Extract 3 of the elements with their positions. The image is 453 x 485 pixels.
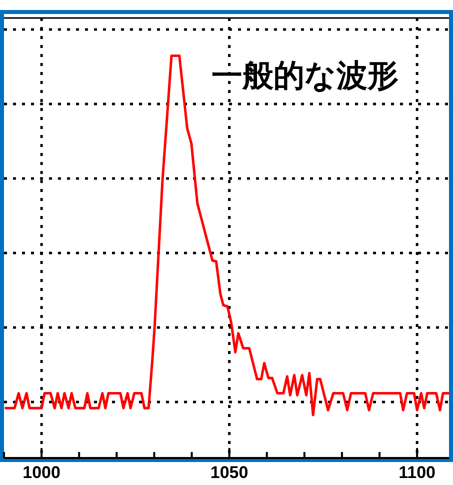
x-tick-label: 1000 <box>22 463 60 482</box>
x-tick-label: 1100 <box>398 463 436 482</box>
x-tick-label: 1050 <box>210 463 248 482</box>
